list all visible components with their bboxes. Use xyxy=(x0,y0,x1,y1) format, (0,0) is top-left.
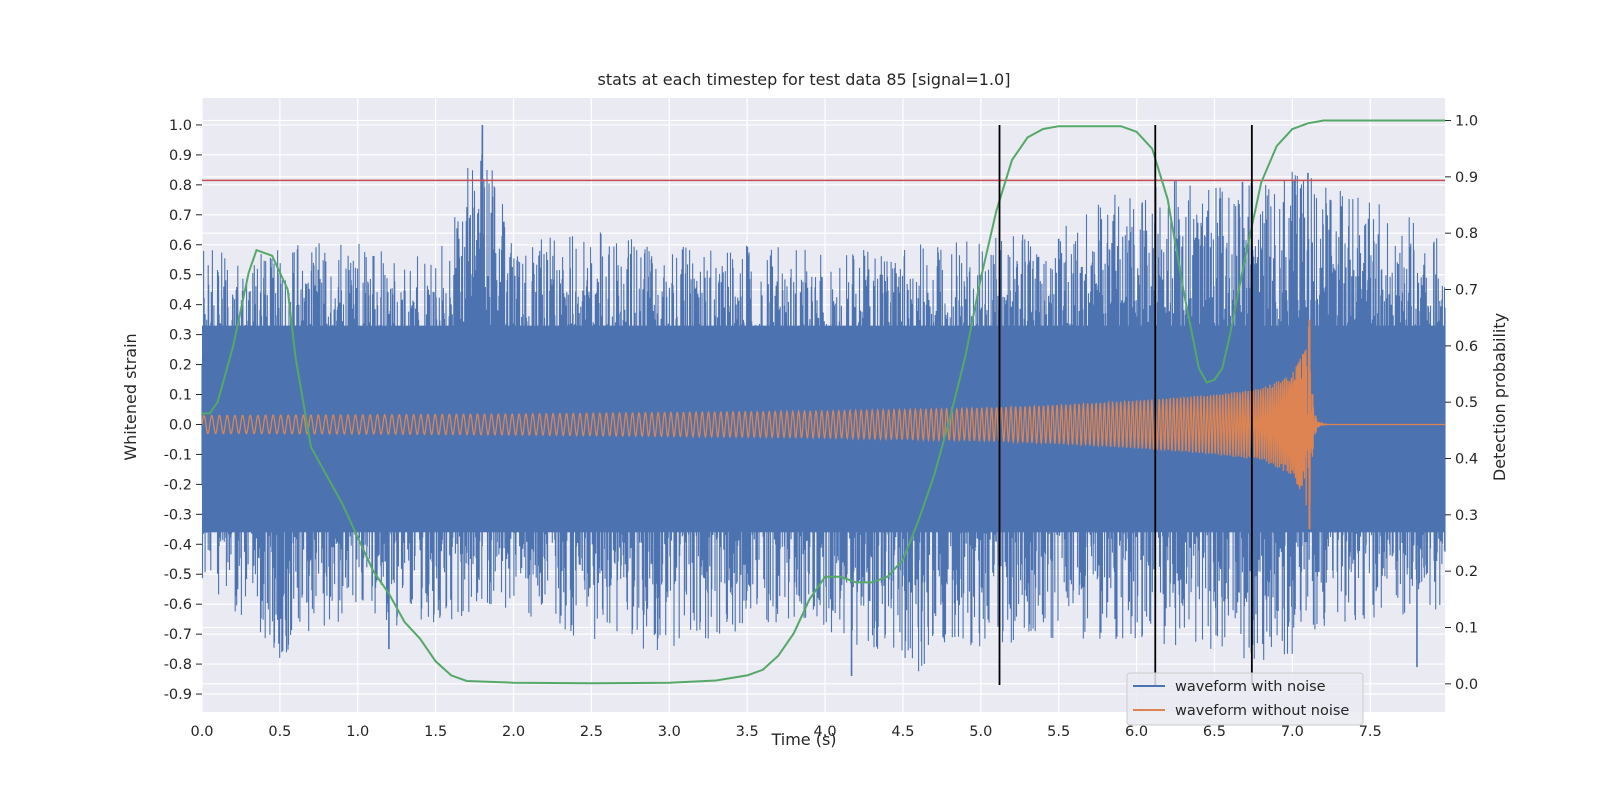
y-tick-label: -0.4 xyxy=(164,537,192,553)
y-tick-label: 0.7 xyxy=(169,208,192,224)
x-tick-label: 4.0 xyxy=(814,724,837,740)
y-tick-label: 0.4 xyxy=(169,298,192,314)
x-tick-label: 7.0 xyxy=(1281,724,1304,740)
y2-axis-ticks: 1.0 0.9 0.8 0.7 0.6 0.5 0.4 0.3 0.2 0.1 0.0 xyxy=(1445,114,1478,693)
x-tick-label: 0.0 xyxy=(190,724,213,740)
x-tick-label: 5.0 xyxy=(969,724,992,740)
marker-lines xyxy=(998,124,1253,686)
y-tick-label: 0.1 xyxy=(169,388,192,404)
y-tick-label: -0.9 xyxy=(164,687,192,703)
y-axis-title: Whitened strain xyxy=(121,333,140,460)
y-axis-ticks: 1.0 0.9 0.8 0.7 0.6 0.5 0.4 0.3 0.2 0.1 0.0 -0.1 -0.… xyxy=(164,118,202,703)
y-tick-label: 0.8 xyxy=(169,178,192,194)
y-tick-label: 0.0 xyxy=(169,417,192,433)
y2-tick-label: 0.4 xyxy=(1455,452,1478,468)
detection-probability-series xyxy=(202,119,1445,685)
x-tick-label: 5.5 xyxy=(1047,724,1070,740)
x-tick-label: 1.0 xyxy=(346,724,369,740)
y-tick-label: -0.2 xyxy=(164,477,192,493)
x-tick-label: 2.0 xyxy=(502,724,525,740)
legend: waveform with noise waveform without noi… xyxy=(1126,672,1364,726)
x-tick-label: 4.5 xyxy=(891,724,914,740)
y2-tick-label: 0.2 xyxy=(1455,564,1478,580)
y-tick-label: 0.6 xyxy=(169,238,192,254)
y2-tick-label: 0.1 xyxy=(1455,621,1478,637)
y-tick-label: 0.3 xyxy=(169,328,192,344)
y-tick-label: 0.5 xyxy=(169,268,192,284)
legend-frame xyxy=(1126,672,1364,726)
x-tick-label: 1.5 xyxy=(424,724,447,740)
y-tick-label: -0.6 xyxy=(164,597,192,613)
chart-title: stats at each timestep for test data 85 … xyxy=(598,70,1011,89)
legend-label-noisy: waveform with noise xyxy=(1175,679,1326,695)
y2-tick-label: 0.6 xyxy=(1455,339,1478,355)
y2-tick-label: 0.0 xyxy=(1455,677,1478,693)
y2-tick-label: 0.3 xyxy=(1455,508,1478,524)
y2-tick-label: 0.5 xyxy=(1455,395,1478,411)
x-tick-label: 6.5 xyxy=(1203,724,1226,740)
x-tick-label: 2.5 xyxy=(580,724,603,740)
x-axis-ticks: 0.0 0.5 1.0 1.5 2.0 2.5 3.0 3.5 4.0 4.5 5.0 5.5 6.0 6… xyxy=(190,724,1381,740)
clean-waveform-series xyxy=(201,319,1445,530)
x-tick-label: 0.5 xyxy=(268,724,291,740)
y-tick-label: -0.8 xyxy=(164,657,192,673)
x-tick-label: 3.5 xyxy=(736,724,759,740)
detection-probability-line xyxy=(202,119,1445,685)
y2-tick-label: 1.0 xyxy=(1455,114,1478,130)
y2-tick-label: 0.8 xyxy=(1455,226,1478,242)
y2-tick-label: 0.9 xyxy=(1455,170,1478,186)
x-tick-label: 7.5 xyxy=(1359,724,1382,740)
y-tick-label: -0.3 xyxy=(164,507,192,523)
y2-tick-label: 0.7 xyxy=(1455,283,1478,299)
y-tick-label: 0.9 xyxy=(169,148,192,164)
x-tick-label: 6.0 xyxy=(1125,724,1148,740)
y-tick-label: -0.7 xyxy=(164,627,192,643)
x-axis-title: Time (s) xyxy=(770,730,836,749)
x-tick-label: 3.0 xyxy=(658,724,681,740)
clean-waveform-path xyxy=(201,326,1445,521)
y-tick-label: 1.0 xyxy=(169,118,192,134)
legend-label-clean: waveform without noise xyxy=(1175,703,1349,719)
y2-axis-title: Detection probability xyxy=(1490,313,1509,481)
y-tick-label: -0.1 xyxy=(164,447,192,463)
y-tick-label: 0.2 xyxy=(169,358,192,374)
y-tick-label: -0.5 xyxy=(164,567,192,583)
